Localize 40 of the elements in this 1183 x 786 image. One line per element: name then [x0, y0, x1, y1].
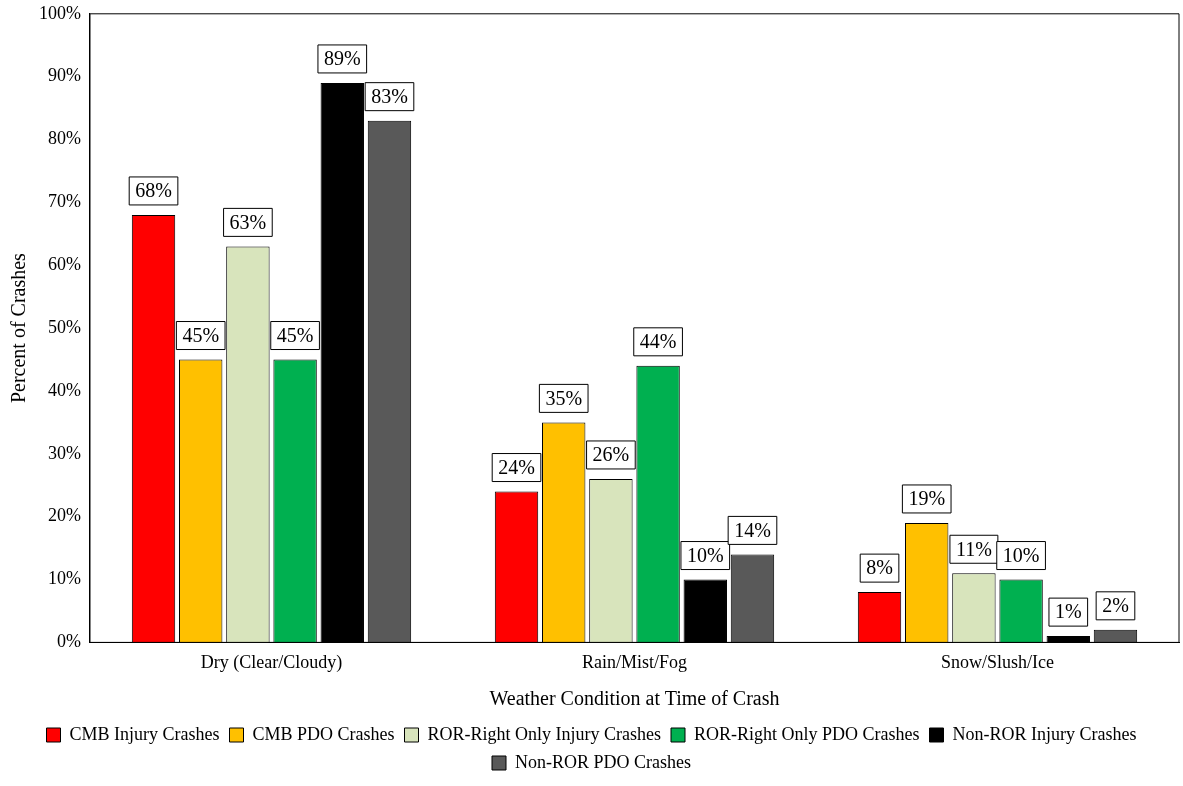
data-label: 44%: [639, 330, 677, 353]
data-label: 10%: [1002, 543, 1040, 566]
data-label: 45%: [276, 323, 314, 346]
legend-label: ROR-Right Only PDO Crashes: [694, 723, 920, 744]
y-tick-label: 80%: [47, 128, 81, 149]
y-tick-label: 10%: [47, 568, 81, 589]
y-tick-label: 60%: [47, 253, 81, 274]
data-label: 35%: [545, 386, 583, 409]
data-label: 83%: [371, 84, 408, 107]
y-tick-label: 100%: [38, 2, 81, 23]
x-axis-title: Weather Condition at Time of Crash: [489, 687, 780, 710]
x-tick-label: Dry (Clear/Cloudy): [200, 651, 343, 673]
data-label: 2%: [1102, 594, 1129, 617]
data-label: 63%: [229, 210, 267, 233]
y-tick-label: 70%: [47, 191, 81, 212]
y-tick-label: 90%: [47, 65, 81, 86]
data-label: 26%: [592, 443, 630, 466]
y-tick-label: 30%: [47, 442, 81, 463]
legend-label: Non-ROR PDO Crashes: [515, 751, 692, 772]
data-label: 14%: [734, 518, 771, 541]
data-label: 19%: [908, 487, 946, 510]
x-tick-label: Rain/Mist/Fog: [581, 651, 688, 672]
y-tick-label: 50%: [47, 316, 81, 337]
data-label: 45%: [182, 323, 220, 346]
data-label: 89%: [323, 47, 361, 70]
legend-label: CMB Injury Crashes: [69, 723, 220, 744]
legend-label: ROR-Right Only Injury Crashes: [427, 723, 662, 744]
data-label: 68%: [135, 179, 172, 202]
y-axis-title: Percent of Crashes: [7, 252, 30, 404]
y-tick-label: 20%: [47, 505, 81, 526]
y-tick-label: 40%: [47, 379, 81, 400]
legend-label: Non-ROR Injury Crashes: [952, 723, 1137, 744]
data-label: 11%: [955, 537, 992, 560]
data-label: 10%: [686, 543, 724, 566]
x-tick-label: Snow/Slush/Ice: [940, 651, 1055, 672]
y-tick-label: 0%: [56, 631, 81, 652]
data-label: 1%: [1054, 600, 1082, 623]
legend-label: CMB PDO Crashes: [252, 723, 395, 744]
data-label: 8%: [866, 556, 893, 579]
data-label: 24%: [498, 455, 535, 478]
